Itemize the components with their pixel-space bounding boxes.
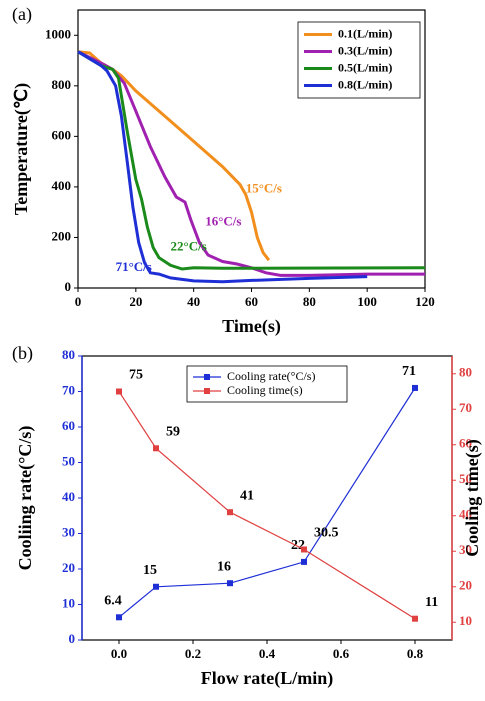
y-tick-label: 30: [62, 524, 75, 539]
data-label: 30.5: [314, 526, 339, 541]
y-tick-label: 200: [52, 228, 72, 243]
point-marker: [412, 615, 418, 622]
data-label: 6.4: [104, 593, 122, 608]
data-label: 16: [217, 559, 231, 574]
panel-label: (b): [12, 343, 33, 364]
y-tick-label: 1000: [45, 26, 71, 41]
point-marker: [227, 580, 233, 587]
y2-tick-label: 30: [459, 542, 472, 557]
point-marker: [227, 509, 233, 516]
x-tick-label: 0.0: [111, 646, 127, 661]
point-marker: [301, 558, 307, 565]
y-tick-label: 60: [62, 418, 75, 433]
legend-label: 0.8(L/min): [338, 77, 392, 91]
data-label: 15: [143, 563, 157, 578]
point-marker: [412, 384, 418, 391]
y-tick-label: 800: [52, 77, 72, 92]
y-tick-label: 50: [62, 453, 75, 468]
legend-box: [186, 365, 348, 403]
y2-tick-label: 80: [459, 365, 472, 380]
series-line: [118, 391, 416, 620]
point-marker: [153, 583, 159, 590]
data-label: 59: [166, 425, 180, 440]
y-tick-label: 80: [62, 347, 75, 362]
y2-tick-label: 60: [459, 436, 472, 451]
data-label: 71: [402, 364, 416, 379]
y-tick-label: 600: [52, 127, 72, 142]
series-line: [77, 50, 368, 284]
y-tick-label: 20: [62, 560, 75, 575]
data-label: 41: [240, 488, 254, 503]
x-tick-label: 40: [187, 294, 200, 309]
y-tick-label: 10: [62, 595, 75, 610]
series-line: [77, 50, 271, 262]
x-tick-label: 0.8: [407, 646, 424, 661]
data-label: 11: [425, 595, 438, 610]
legend-label: 0.5(L/min): [338, 60, 392, 74]
annotation: 22°C/s: [171, 239, 207, 254]
panel-label: (a): [12, 4, 32, 25]
annotation: 15°C/s: [246, 180, 282, 195]
legend-label: 0.3(L/min): [338, 43, 392, 57]
x-tick-label: 120: [415, 294, 435, 309]
y2-axis-title: Cooling time(s): [462, 439, 483, 556]
x-axis-title: Time(s): [222, 316, 281, 337]
y-axis-title: Temperature(℃): [11, 83, 32, 215]
y2-tick-label: 10: [459, 613, 472, 628]
y2-tick-label: 40: [459, 507, 472, 522]
y2-tick-label: 50: [459, 471, 472, 486]
x-axis-title: Flow rate(L/min): [201, 668, 333, 689]
legend-marker: [204, 388, 210, 394]
x-tick-label: 60: [245, 294, 258, 309]
point-marker: [301, 546, 307, 553]
point-marker: [153, 445, 159, 452]
legend-label: Cooling time(s): [227, 383, 303, 397]
series-line: [118, 387, 416, 618]
x-tick-label: 20: [129, 294, 142, 309]
y-tick-label: 40: [62, 489, 75, 504]
series-line: [77, 50, 426, 271]
y2-tick-label: 70: [459, 400, 472, 415]
y-tick-label: 0: [65, 279, 72, 294]
y2-tick-label: 20: [459, 578, 472, 593]
x-tick-label: 0.6: [333, 646, 350, 661]
y-tick-label: 0: [69, 631, 76, 646]
legend-marker: [204, 374, 210, 380]
y-tick-label: 400: [52, 178, 72, 193]
point-marker: [116, 614, 122, 621]
x-tick-label: 0.2: [185, 646, 201, 661]
data-label: 75: [129, 368, 143, 383]
x-tick-label: 100: [357, 294, 377, 309]
legend-label: 0.1(L/min): [338, 26, 392, 40]
series-line: [77, 50, 425, 277]
annotation: 16°C/s: [205, 213, 241, 228]
point-marker: [116, 388, 122, 395]
annotation: 71°C/s: [116, 259, 152, 274]
x-tick-label: 0.4: [259, 646, 276, 661]
legend-label: Cooling rate(°C/s): [227, 369, 315, 383]
y-axis-title: Cooliing rate(°C/s): [15, 426, 36, 571]
y-tick-label: 70: [62, 382, 75, 397]
x-tick-label: 80: [303, 294, 316, 309]
x-tick-label: 0: [75, 294, 82, 309]
